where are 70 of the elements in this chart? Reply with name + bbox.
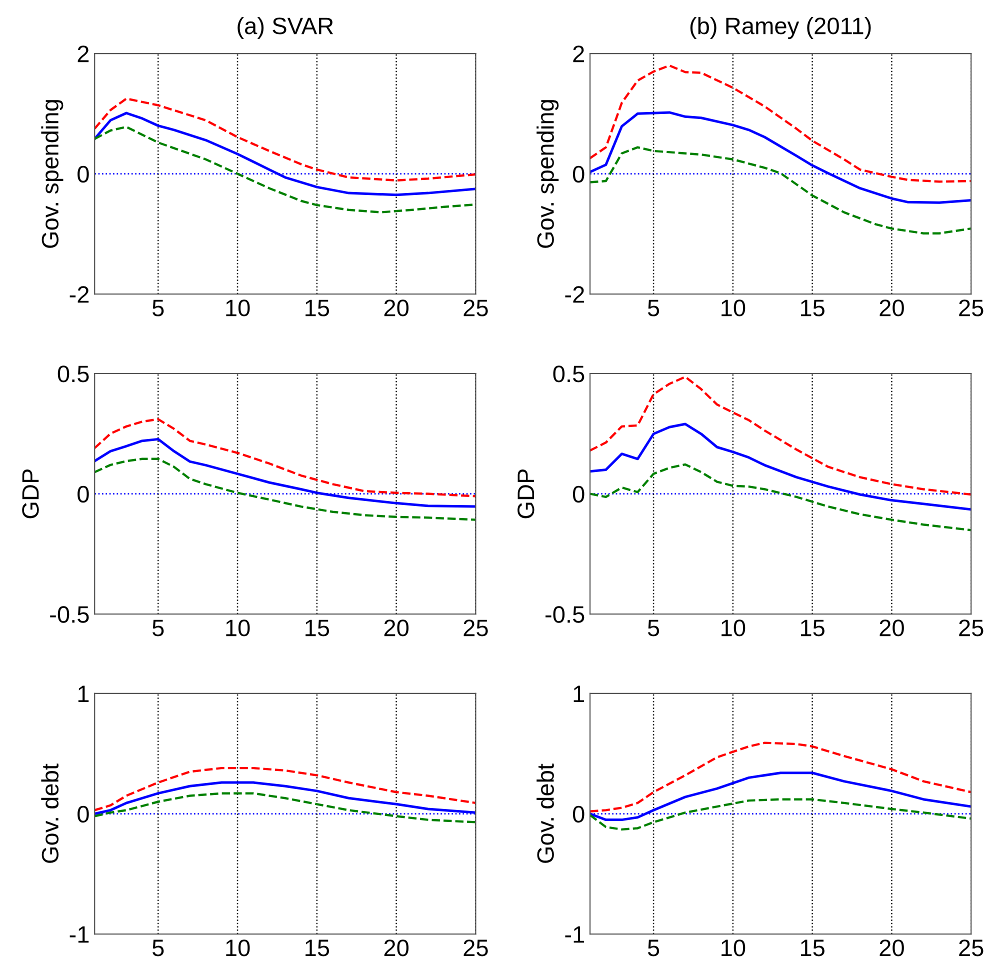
x-tick-label: 10	[226, 300, 250, 316]
x-tick-label: 15	[306, 300, 330, 316]
y-tick-label: -2	[70, 286, 89, 303]
y-tick-label: -2	[565, 286, 584, 303]
y-tick-label: 0.5	[553, 366, 584, 382]
line-series	[94, 112, 476, 196]
x-tick-label: 10	[722, 300, 746, 316]
y-tick-label: 2	[78, 46, 89, 62]
y-tick-label: 0	[78, 806, 89, 823]
x-tick-label: 15	[306, 940, 330, 956]
y-tick-label: 0	[78, 166, 89, 183]
chart-title: (b) Ramey (2011)	[690, 16, 871, 39]
x-tick-label: 20	[384, 940, 409, 956]
line-series	[94, 418, 476, 498]
x-tick-label: 25	[464, 940, 488, 956]
y-tick-label: -0.5	[546, 606, 584, 623]
y-tick-label: 0	[572, 486, 584, 503]
line-series	[590, 146, 972, 234]
x-tick-label: 5	[152, 300, 164, 316]
x-tick-label: 15	[306, 620, 330, 636]
line-series	[94, 458, 476, 521]
line-series	[94, 98, 476, 182]
line-series	[590, 64, 972, 183]
line-series	[590, 463, 972, 532]
x-tick-label: 25	[464, 620, 488, 636]
y-tick-label: 2	[573, 46, 584, 62]
x-tick-label: 20	[384, 300, 409, 316]
y-axis-title: GDP	[518, 469, 534, 518]
y-tick-label: -1	[70, 926, 89, 943]
line-series	[94, 792, 476, 824]
x-tick-label: 20	[384, 620, 409, 636]
y-axis-title: Gov. spending	[536, 100, 559, 248]
x-tick-label: 15	[800, 620, 824, 636]
x-tick-label: 10	[722, 620, 746, 636]
x-tick-label: 5	[648, 620, 660, 636]
x-tick-label: 10	[226, 940, 250, 956]
x-tick-label: 5	[648, 940, 660, 956]
y-tick-label: 1	[574, 686, 584, 702]
x-tick-label: 10	[722, 940, 746, 956]
y-axis-title: Gov. spending	[41, 100, 64, 248]
x-tick-label: 25	[959, 940, 984, 956]
y-tick-label: 0	[572, 806, 584, 823]
x-tick-label: 20	[880, 940, 904, 956]
y-tick-label: -1	[565, 926, 584, 943]
y-tick-label: 0.5	[58, 366, 89, 382]
line-series	[590, 422, 972, 511]
y-axis-title: Gov. debt	[41, 764, 59, 863]
y-tick-label: -0.5	[50, 606, 89, 623]
y-axis-title: Gov. debt	[536, 764, 554, 863]
line-series	[590, 376, 972, 496]
line-series	[590, 798, 972, 831]
x-tick-label: 15	[800, 940, 824, 956]
x-tick-label: 10	[226, 620, 250, 636]
y-axis-title: GDP	[22, 469, 39, 518]
x-tick-label: 20	[880, 300, 904, 316]
y-tick-label: 1	[78, 686, 89, 702]
y-tick-label: 0	[572, 166, 584, 183]
line-series	[94, 438, 476, 508]
x-tick-label: 25	[959, 620, 984, 636]
x-tick-label: 25	[464, 300, 488, 316]
x-tick-label: 5	[152, 620, 164, 636]
x-tick-label: 20	[880, 620, 904, 636]
chart-title: (a) SVAR	[238, 16, 334, 39]
line-series	[94, 766, 476, 812]
y-tick-label: 0	[78, 486, 89, 503]
x-tick-label: 25	[959, 300, 984, 316]
x-tick-label: 15	[800, 300, 824, 316]
x-tick-label: 5	[152, 940, 164, 956]
x-tick-label: 5	[648, 300, 660, 316]
line-series	[590, 742, 972, 812]
